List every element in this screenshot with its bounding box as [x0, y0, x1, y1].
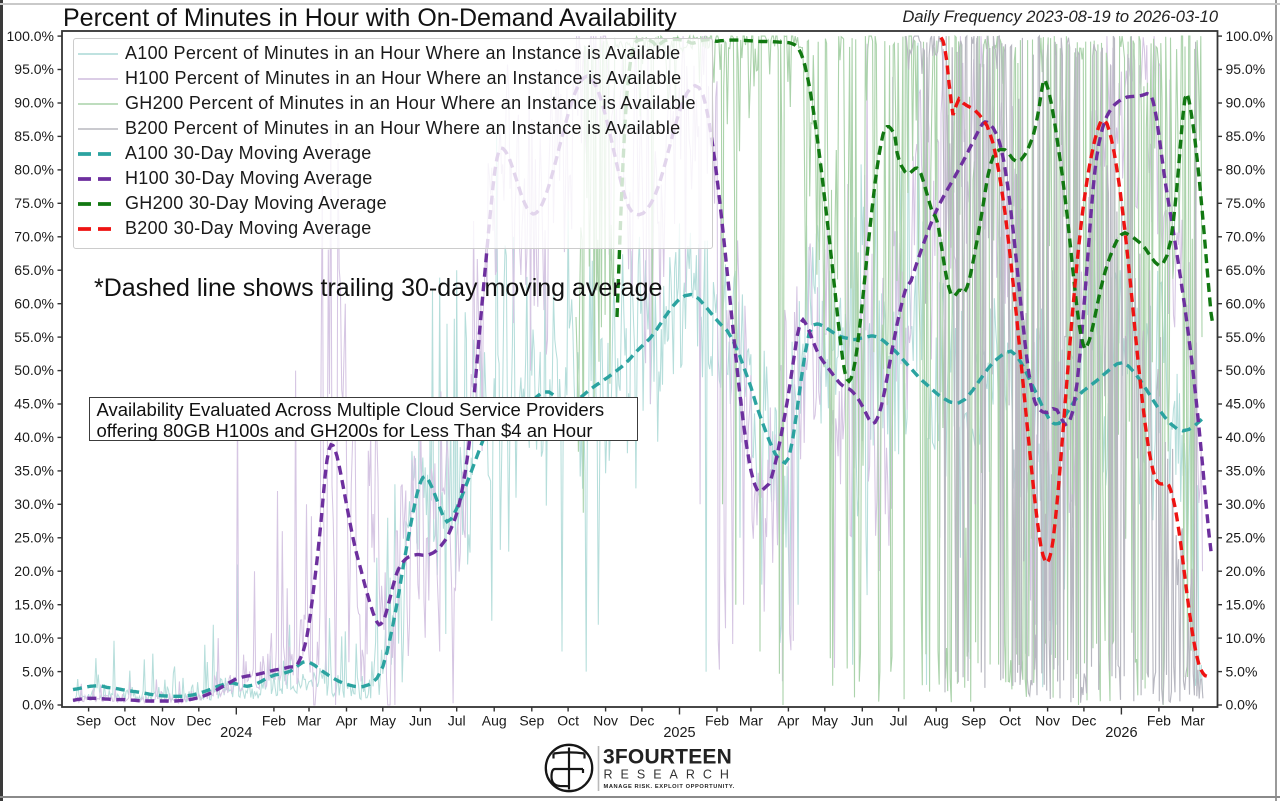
svg-text:Sep: Sep — [961, 713, 986, 729]
svg-text:2025: 2025 — [663, 725, 695, 741]
svg-text:80.0%: 80.0% — [14, 162, 54, 178]
svg-text:30.0%: 30.0% — [14, 496, 54, 512]
svg-text:0.0%: 0.0% — [1226, 697, 1258, 713]
svg-text:45.0%: 45.0% — [1226, 396, 1266, 412]
svg-text:Sep: Sep — [76, 713, 101, 729]
svg-text:90.0%: 90.0% — [1226, 95, 1266, 111]
svg-text:Nov: Nov — [593, 713, 618, 729]
svg-text:Nov: Nov — [150, 713, 175, 729]
svg-text:70.0%: 70.0% — [14, 229, 54, 245]
svg-text:2024: 2024 — [220, 725, 252, 741]
svg-text:55.0%: 55.0% — [14, 329, 54, 345]
svg-text:Dec: Dec — [186, 713, 211, 729]
svg-text:30.0%: 30.0% — [1226, 496, 1266, 512]
svg-text:45.0%: 45.0% — [14, 396, 54, 412]
svg-text:75.0%: 75.0% — [1226, 195, 1266, 211]
svg-text:MANAGE RISK. EXPLOIT OPPORTUNI: MANAGE RISK. EXPLOIT OPPORTUNITY. — [604, 784, 735, 790]
svg-text:Aug: Aug — [482, 713, 507, 729]
svg-text:10.0%: 10.0% — [1226, 630, 1266, 646]
svg-text:Mar: Mar — [1181, 713, 1205, 729]
svg-text:0.0%: 0.0% — [22, 697, 54, 713]
svg-text:5.0%: 5.0% — [22, 663, 54, 679]
svg-text:65.0%: 65.0% — [14, 262, 54, 278]
svg-text:40.0%: 40.0% — [1226, 429, 1266, 445]
svg-text:Nov: Nov — [1035, 713, 1060, 729]
svg-text:Jun: Jun — [851, 713, 874, 729]
svg-text:85.0%: 85.0% — [14, 128, 54, 144]
svg-text:Mar: Mar — [739, 713, 763, 729]
svg-text:75.0%: 75.0% — [14, 195, 54, 211]
svg-text:15.0%: 15.0% — [14, 596, 54, 612]
svg-text:2026: 2026 — [1105, 725, 1137, 741]
svg-text:65.0%: 65.0% — [1226, 262, 1266, 278]
svg-text:35.0%: 35.0% — [1226, 463, 1266, 479]
svg-text:Sep: Sep — [519, 713, 544, 729]
svg-text:Oct: Oct — [114, 713, 136, 729]
svg-text:25.0%: 25.0% — [1226, 530, 1266, 546]
svg-text:Jul: Jul — [448, 713, 466, 729]
svg-text:Oct: Oct — [557, 713, 579, 729]
svg-text:Dec: Dec — [629, 713, 654, 729]
svg-text:15.0%: 15.0% — [1226, 596, 1266, 612]
svg-text:100.0%: 100.0% — [7, 28, 54, 44]
svg-text:10.0%: 10.0% — [14, 630, 54, 646]
svg-text:Jul: Jul — [890, 713, 908, 729]
svg-text:5.0%: 5.0% — [1226, 663, 1258, 679]
svg-text:RESEARCH: RESEARCH — [604, 768, 737, 782]
svg-text:20.0%: 20.0% — [14, 563, 54, 579]
svg-text:70.0%: 70.0% — [1226, 229, 1266, 245]
svg-text:Feb: Feb — [1147, 713, 1171, 729]
svg-text:Feb: Feb — [705, 713, 729, 729]
svg-text:95.0%: 95.0% — [1226, 61, 1266, 77]
svg-text:50.0%: 50.0% — [1226, 362, 1266, 378]
svg-text:Aug: Aug — [924, 713, 949, 729]
svg-text:100.0%: 100.0% — [1226, 28, 1273, 44]
svg-text:May: May — [370, 713, 396, 729]
svg-text:60.0%: 60.0% — [14, 295, 54, 311]
svg-text:90.0%: 90.0% — [14, 95, 54, 111]
svg-text:Apr: Apr — [778, 713, 800, 729]
svg-text:Apr: Apr — [336, 713, 358, 729]
svg-text:50.0%: 50.0% — [14, 362, 54, 378]
svg-text:Jun: Jun — [409, 713, 432, 729]
svg-text:85.0%: 85.0% — [1226, 128, 1266, 144]
svg-text:25.0%: 25.0% — [14, 530, 54, 546]
svg-text:3FOURTEEN: 3FOURTEEN — [603, 746, 732, 769]
svg-text:95.0%: 95.0% — [14, 61, 54, 77]
svg-text:Oct: Oct — [999, 713, 1021, 729]
svg-text:55.0%: 55.0% — [1226, 329, 1266, 345]
svg-text:Dec: Dec — [1071, 713, 1096, 729]
svg-text:80.0%: 80.0% — [1226, 162, 1266, 178]
svg-text:60.0%: 60.0% — [1226, 295, 1266, 311]
svg-text:20.0%: 20.0% — [1226, 563, 1266, 579]
svg-text:40.0%: 40.0% — [14, 429, 54, 445]
svg-text:Feb: Feb — [262, 713, 286, 729]
svg-text:35.0%: 35.0% — [14, 463, 54, 479]
svg-text:May: May — [812, 713, 838, 729]
svg-text:Mar: Mar — [297, 713, 321, 729]
